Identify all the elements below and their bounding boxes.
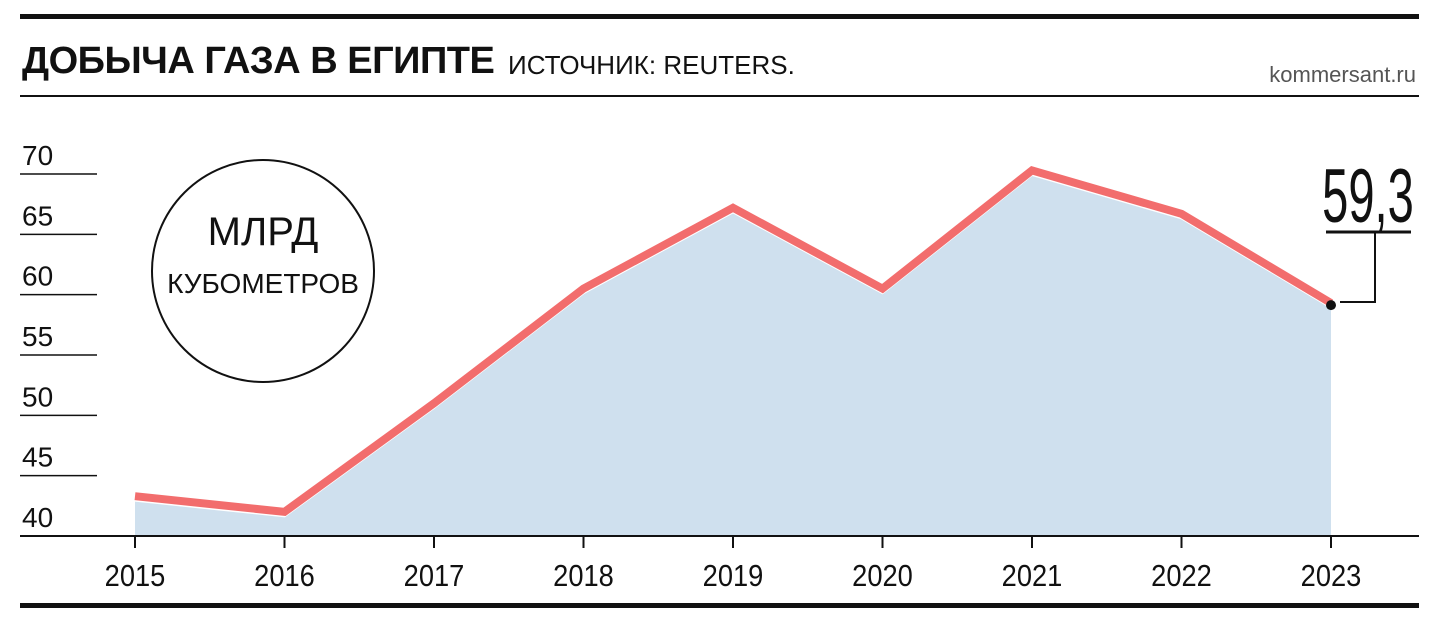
x-tick-label: 2019 xyxy=(703,559,764,593)
x-tick-label: 2020 xyxy=(852,559,913,593)
chart-title: ДОБЫЧА ГАЗА В ЕГИПТЕ xyxy=(22,40,495,82)
site-label: kommersant.ru xyxy=(1269,62,1416,87)
plot-area xyxy=(134,165,1336,536)
top-rule xyxy=(20,14,1419,19)
x-tick-label: 2015 xyxy=(105,559,166,593)
x-tick-label: 2021 xyxy=(1002,559,1063,593)
y-tick-label: 60 xyxy=(22,261,53,292)
unit-badge: МЛРД КУБОМЕТРОВ xyxy=(151,159,375,383)
value-callout: 59,3 xyxy=(1322,155,1414,303)
y-tick-label: 50 xyxy=(22,381,53,412)
x-tick-label: 2022 xyxy=(1151,559,1212,593)
end-point-marker xyxy=(1326,300,1336,311)
y-axis: 40 45 50 55 60 65 70 xyxy=(20,140,97,533)
callout-leader xyxy=(1340,232,1376,303)
y-tick-label: 55 xyxy=(22,321,53,352)
y-tick-label: 65 xyxy=(22,200,53,231)
y-tick-label: 40 xyxy=(22,502,53,533)
callout-value: 59,3 xyxy=(1322,155,1414,239)
x-tick-label: 2023 xyxy=(1301,559,1362,593)
x-axis: 2015 2016 2017 2018 2019 2020 2021 2022 2023 xyxy=(20,535,1419,593)
unit-line-2: КУБОМЕТРОВ xyxy=(167,268,359,299)
y-tick-label: 70 xyxy=(22,140,53,171)
source-label: ИСТОЧНИК: REUTERS. xyxy=(508,50,795,80)
bottom-rule xyxy=(20,603,1419,608)
y-tick-label: 45 xyxy=(22,442,53,473)
unit-line-1: МЛРД xyxy=(208,210,319,254)
series-area xyxy=(135,174,1331,536)
x-tick-label: 2017 xyxy=(404,559,465,593)
unit-badge-circle xyxy=(151,159,375,383)
header-divider xyxy=(20,95,1419,97)
x-tick-label: 2018 xyxy=(553,559,614,593)
x-tick-label: 2016 xyxy=(254,559,315,593)
